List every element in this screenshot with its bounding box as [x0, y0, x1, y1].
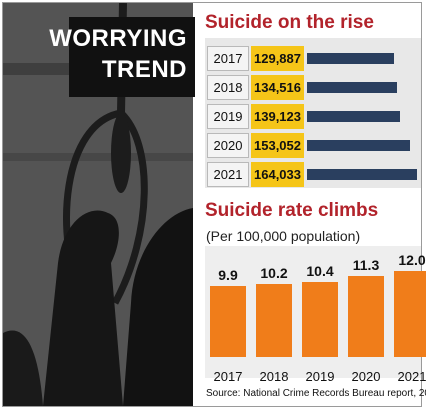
- count-year-label: 2019: [207, 104, 249, 129]
- count-bar: [307, 53, 394, 64]
- rate-bar: [256, 284, 292, 357]
- count-value-label: 139,123: [251, 104, 304, 129]
- badge-line-2: TREND: [101, 56, 187, 83]
- rate-bar: [302, 282, 338, 357]
- suicide-rise-title: Suicide on the rise: [205, 12, 374, 33]
- count-value-label: 164,033: [251, 162, 304, 187]
- rate-value-label: 10.4: [306, 263, 334, 279]
- count-value-label: 129,887: [251, 46, 304, 71]
- rate-year-label: 2021: [397, 369, 426, 384]
- source-note: Source: National Crime Records Bureau re…: [206, 388, 426, 399]
- rate-year-label: 2020: [351, 369, 381, 384]
- count-value-label: 134,516: [251, 75, 304, 100]
- count-year-label: 2021: [207, 162, 249, 187]
- rate-value-label: 12.0: [398, 252, 426, 268]
- rate-year-label: 2018: [259, 369, 289, 384]
- rate-bar: [394, 271, 426, 357]
- worrying-trend-badge: WORRYING TREND: [49, 17, 195, 97]
- count-year-label: 2020: [207, 133, 249, 158]
- rate-bar: [210, 286, 246, 357]
- rate-value-label: 10.2: [260, 265, 288, 281]
- count-year-label: 2017: [207, 46, 249, 71]
- count-bar: [307, 140, 410, 151]
- suicide-rate-title: Suicide rate climbs: [205, 200, 379, 221]
- rate-bar: [348, 276, 384, 357]
- rate-year-label: 2017: [213, 369, 243, 384]
- rate-year-label: 2019: [305, 369, 335, 384]
- count-bar: [307, 82, 397, 93]
- count-bar: [307, 169, 417, 180]
- count-bar: [307, 111, 400, 122]
- suicide-rate-subtitle: (Per 100,000 population): [206, 228, 361, 244]
- rate-value-label: 11.3: [352, 257, 380, 273]
- count-year-label: 2018: [207, 75, 249, 100]
- count-value-label: 153,052: [251, 133, 304, 158]
- rate-value-label: 9.9: [218, 267, 238, 283]
- badge-line-1: WORRYING: [49, 25, 187, 52]
